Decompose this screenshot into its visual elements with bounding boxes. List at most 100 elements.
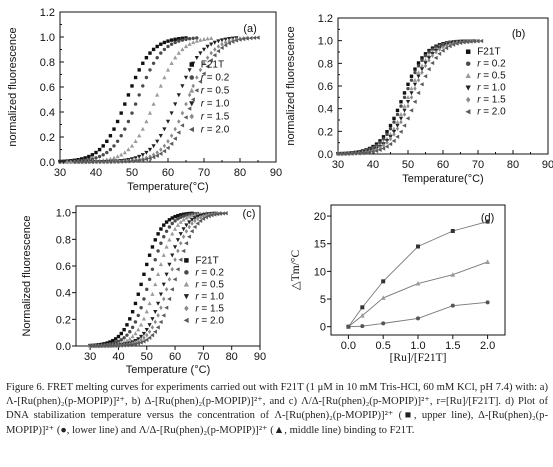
legend-label: = 1.0 [201,291,224,302]
x-tick-label: 60 [162,167,174,179]
data-point [136,313,140,318]
legend-label: F21T [201,60,224,71]
data-point [172,277,177,282]
y-tick-label: 0.4 [56,288,71,300]
data-point [104,159,109,164]
legend-label-symbol: r [195,315,199,326]
data-point [441,44,445,50]
data-point [170,221,174,226]
data-point [130,325,135,330]
data-point [102,343,107,349]
data-point [212,212,217,217]
data-point [170,231,175,236]
data-point [136,158,141,163]
data-point [115,154,120,159]
legend-label: = 2.0 [207,125,230,136]
x-tick-label: 90 [254,351,266,363]
legend-marker [189,101,195,107]
data-point [216,39,221,44]
data-point [79,157,84,161]
legend-marker [184,258,189,263]
data-point [192,216,197,221]
data-point [90,153,95,157]
data-point [381,146,386,151]
data-point [423,58,428,63]
data-point [158,292,164,297]
legend-label: = 0.5 [201,279,224,290]
x-tick-label: 60 [437,159,449,171]
x-tick-label: 30 [332,159,344,171]
x-tick-label: 80 [234,167,246,179]
data-point [162,40,167,45]
data-point [204,212,208,218]
data-point [72,159,77,165]
data-point [147,253,152,257]
data-point [155,301,161,306]
data-point [399,100,403,104]
legend-marker [465,61,471,66]
data-point [137,154,142,159]
data-point [402,103,407,108]
legend-label-symbol: r [477,59,481,70]
data-point [170,267,174,272]
y-tick-label: 0.0 [318,149,333,161]
data-point [378,139,382,143]
data-point [90,157,95,161]
data-point [430,47,435,51]
data-point [346,151,351,156]
data-point [139,322,144,327]
data-point [468,39,473,44]
data-point [176,50,181,55]
data-point [209,213,214,218]
data-point [153,282,158,287]
data-point [165,67,171,72]
data-point [111,155,117,160]
data-point [83,156,87,160]
data-point [113,337,118,341]
x-tick-label: 50 [126,167,138,179]
data-point [363,150,368,155]
data-point [126,119,131,124]
data-point [433,55,438,60]
data-point [150,317,155,322]
data-point [159,305,163,311]
data-point [101,144,105,148]
data-point [378,145,382,150]
data-point [172,226,178,231]
data-point [213,47,217,52]
data-point [416,74,421,79]
data-point [127,336,132,341]
data-point [125,333,129,337]
data-point [175,238,181,243]
data-point [189,218,195,223]
data-point [220,211,225,216]
data-point [144,119,149,124]
data-point [183,44,189,49]
data-point [184,223,189,228]
data-point [179,240,183,246]
data-point [399,119,403,125]
data-point [454,41,459,46]
data-point [119,331,123,336]
data-point [395,134,400,139]
data-point [127,342,132,348]
legend-label: = 1.0 [207,99,230,110]
legend-label-symbol: r [201,99,205,110]
x-tick-label: 50 [402,159,414,171]
data-point [86,159,91,165]
data-point [252,35,257,40]
data-point [128,330,132,334]
data-point [107,343,112,348]
data-point [398,116,404,121]
data-point [427,58,431,63]
data-point [57,160,63,165]
data-point [123,102,127,106]
data-point [111,159,116,164]
data-point [360,151,365,156]
data-point [170,216,174,220]
x-tick-label: 80 [507,159,519,171]
x-tick-label: 90 [270,167,282,179]
data-point [118,159,123,164]
